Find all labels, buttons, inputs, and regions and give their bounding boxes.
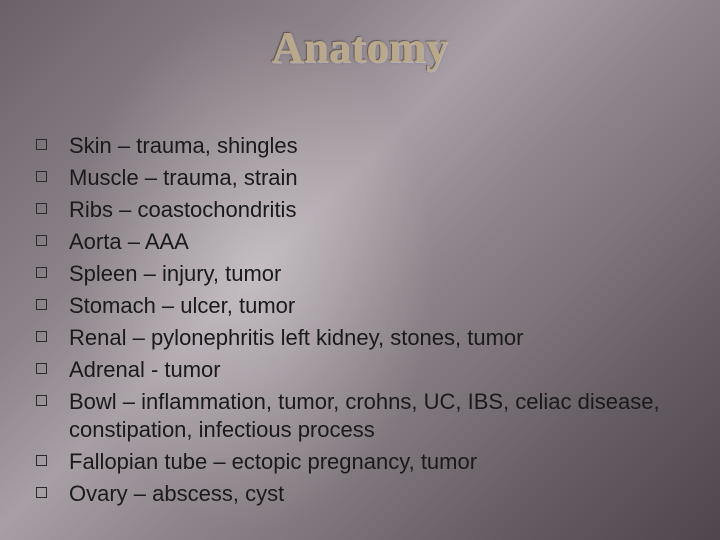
list-item-text: Aorta – AAA	[69, 228, 189, 256]
list-item: Fallopian tube – ectopic pregnancy, tumo…	[36, 448, 690, 476]
slide-title: Anatomy	[0, 0, 720, 73]
list-item: Spleen – injury, tumor	[36, 260, 690, 288]
list-item-text: Muscle – trauma, strain	[69, 164, 298, 192]
bullet-list: Skin – trauma, shingles Muscle – trauma,…	[36, 132, 690, 512]
square-bullet-icon	[36, 267, 47, 278]
list-item-text: Ribs – coastochondritis	[69, 196, 296, 224]
square-bullet-icon	[36, 363, 47, 374]
list-item-text: Ovary – abscess, cyst	[69, 480, 284, 508]
square-bullet-icon	[36, 203, 47, 214]
square-bullet-icon	[36, 331, 47, 342]
square-bullet-icon	[36, 487, 47, 498]
list-item-text: Stomach – ulcer, tumor	[69, 292, 295, 320]
list-item: Bowl – inflammation, tumor, crohns, UC, …	[36, 388, 690, 444]
list-item-text: Fallopian tube – ectopic pregnancy, tumo…	[69, 448, 477, 476]
list-item: Skin – trauma, shingles	[36, 132, 690, 160]
list-item-text: Adrenal - tumor	[69, 356, 221, 384]
square-bullet-icon	[36, 455, 47, 466]
list-item: Aorta – AAA	[36, 228, 690, 256]
list-item: Stomach – ulcer, tumor	[36, 292, 690, 320]
list-item-text: Bowl – inflammation, tumor, crohns, UC, …	[69, 388, 690, 444]
list-item: Adrenal - tumor	[36, 356, 690, 384]
list-item-text: Renal – pylonephritis left kidney, stone…	[69, 324, 524, 352]
square-bullet-icon	[36, 139, 47, 150]
square-bullet-icon	[36, 395, 47, 406]
square-bullet-icon	[36, 171, 47, 182]
list-item: Ovary – abscess, cyst	[36, 480, 690, 508]
square-bullet-icon	[36, 299, 47, 310]
list-item: Ribs – coastochondritis	[36, 196, 690, 224]
list-item-text: Spleen – injury, tumor	[69, 260, 281, 288]
list-item: Muscle – trauma, strain	[36, 164, 690, 192]
list-item: Renal – pylonephritis left kidney, stone…	[36, 324, 690, 352]
square-bullet-icon	[36, 235, 47, 246]
list-item-text: Skin – trauma, shingles	[69, 132, 298, 160]
